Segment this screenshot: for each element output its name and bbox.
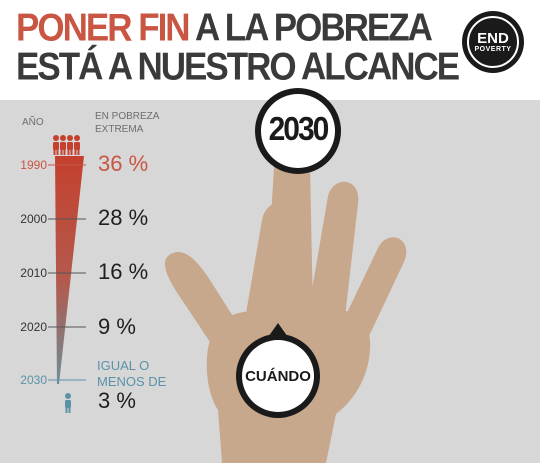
target-year-circle — [255, 88, 341, 174]
poverty-percent-label: 28 % — [98, 205, 149, 230]
header: PONER FIN A LA POBREZA ESTÁ A NUESTRO AL… — [0, 0, 540, 100]
title-line-2: ESTÁ A NUESTRO ALCANCE — [16, 44, 460, 89]
year-label: 2000 — [20, 212, 47, 226]
hand-illustration — [164, 149, 407, 463]
logo-text-poverty: POVERTY — [474, 45, 512, 53]
title-highlight: PONER FIN — [16, 5, 191, 50]
end-poverty-logo-ring: END POVERTY — [467, 16, 519, 68]
year-label: 2010 — [20, 266, 47, 280]
target-year-label: 2030 — [268, 111, 330, 148]
person-icon — [74, 135, 80, 155]
row-tick-lines — [48, 164, 86, 381]
person-icon — [53, 135, 59, 155]
poverty-percent-label: 36 % — [98, 151, 149, 176]
year-label: 1990 — [20, 158, 47, 172]
poverty-column-header-line-2: EXTREMA — [95, 124, 144, 135]
last-row-note-line-2: MENOS DE — [97, 374, 167, 389]
poverty-percent-label: 16 % — [98, 259, 149, 284]
year-label: 2030 — [20, 373, 47, 387]
person-icon — [60, 135, 66, 155]
last-row-note-line-1: IGUAL O — [97, 358, 150, 373]
poverty-percent-label: 3 % — [98, 388, 136, 413]
single-person-icon — [65, 393, 71, 413]
title-line-1: PONER FIN A LA POBREZA — [16, 5, 433, 50]
hand-middle-finger — [262, 149, 314, 360]
when-label: CUÁNDO — [245, 367, 311, 385]
poverty-trend-bar — [55, 156, 84, 384]
logo-text-end: END — [477, 29, 509, 47]
title-line-1-rest: A LA POBREZA — [195, 5, 433, 50]
poverty-column-header-line-1: EN POBREZA — [95, 111, 160, 122]
stopwatch-circle — [236, 323, 320, 418]
end-poverty-logo: END POVERTY — [462, 11, 524, 73]
people-icon-group — [53, 135, 80, 155]
person-icon — [67, 135, 73, 155]
year-column-header: AÑO — [22, 117, 44, 128]
year-label: 2020 — [20, 320, 47, 334]
poverty-percent-label: 9 % — [98, 314, 136, 339]
